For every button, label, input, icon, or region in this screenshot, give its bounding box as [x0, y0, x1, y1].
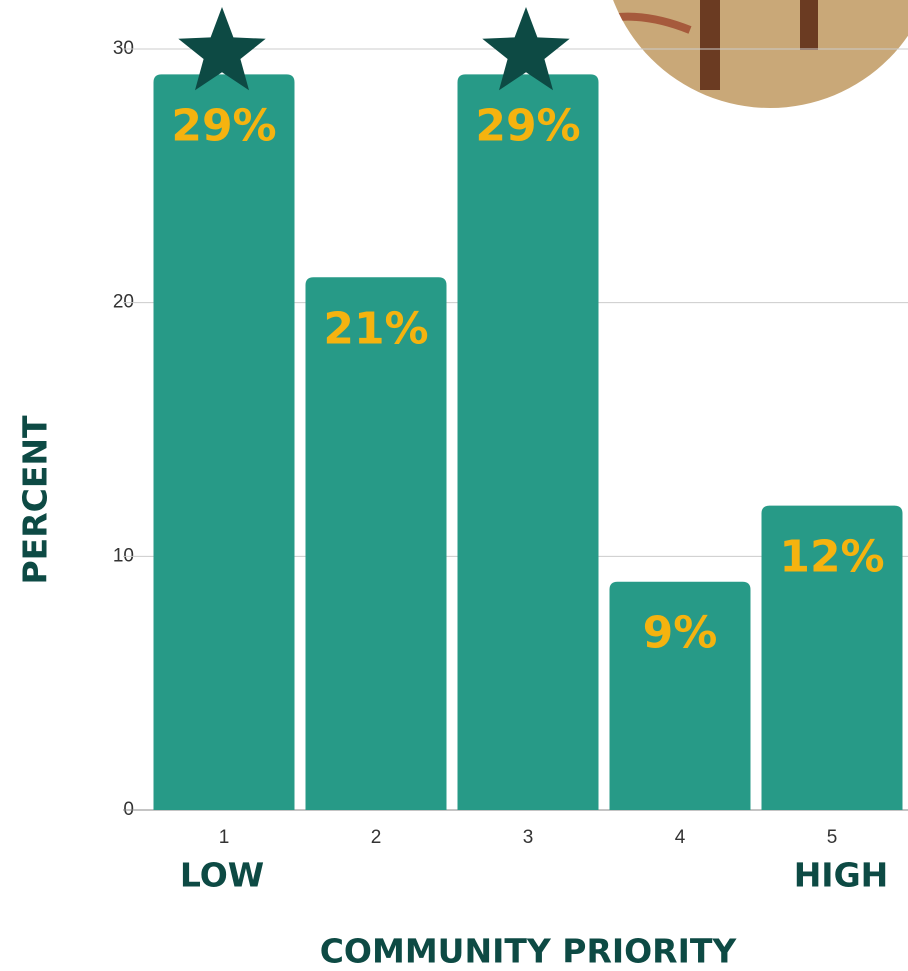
- bar: [457, 74, 599, 810]
- bar: [305, 277, 447, 810]
- photo: [602, 0, 908, 108]
- x-tick-label: 5: [827, 827, 838, 848]
- bar: [761, 505, 903, 810]
- low-label: LOW: [180, 856, 264, 895]
- star: [178, 7, 266, 91]
- x-tick-label: 3: [523, 827, 534, 848]
- x-axis-title: COMMUNITY PRIORITY: [320, 932, 738, 971]
- value-label: 9%: [643, 608, 718, 659]
- value-label: 21%: [323, 303, 428, 354]
- bar: [153, 74, 295, 810]
- bar: [609, 581, 751, 810]
- value-label: 29%: [475, 100, 580, 151]
- x-tick-label: 4: [675, 827, 686, 848]
- x-tick-label: 1: [219, 827, 230, 848]
- y-axis-title: PERCENT: [16, 415, 55, 585]
- x-tick-label: 2: [371, 827, 382, 848]
- star: [482, 7, 570, 91]
- value-label: 29%: [171, 100, 276, 151]
- high-label: HIGH: [794, 856, 889, 895]
- value-label: 12%: [779, 532, 884, 583]
